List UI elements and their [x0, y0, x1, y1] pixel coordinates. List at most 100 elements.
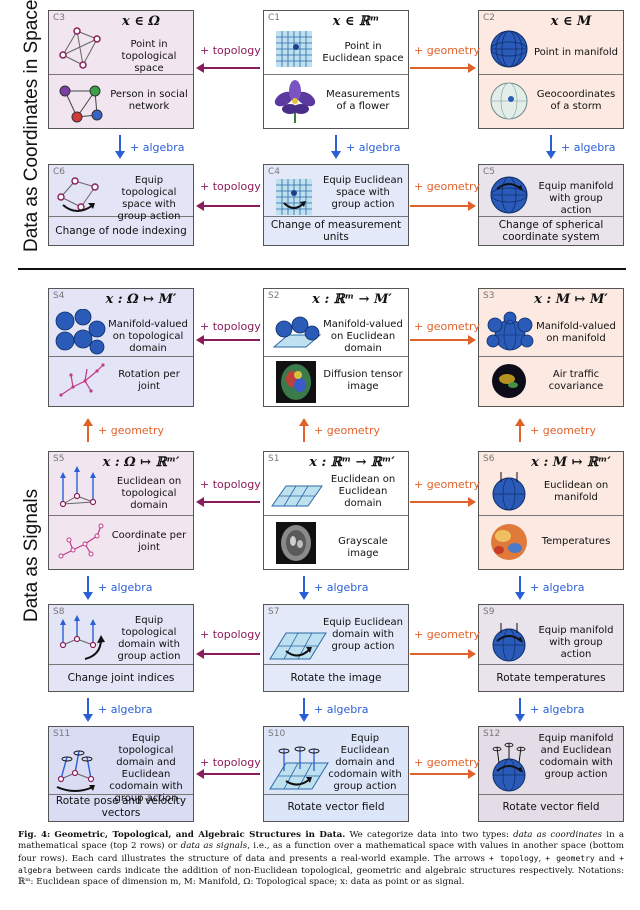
card-s11: S11 Equip topological domain and Euclide… [48, 726, 194, 822]
card-c3: C3 x ∈ Ω Point in topological space Pers… [48, 10, 194, 129]
card-id: S3 [483, 291, 495, 301]
card-description: Manifold-valued on Euclidean domain [323, 319, 403, 354]
card-s5: S5 x : Ω ↦ ℝᵐ′ Euclidean on topological … [48, 451, 194, 570]
manifold-cluster-icon [55, 309, 106, 355]
label-geometry: + geometry [314, 424, 381, 437]
card-id: S1 [268, 454, 280, 464]
card-id: C2 [483, 13, 496, 23]
label-algebra: + algebra [314, 581, 369, 594]
euclidean-plane-icon [271, 485, 323, 507]
card-s8: S8 Equip topological domain with group a… [48, 604, 194, 692]
topological-domain-action-icon [59, 615, 105, 660]
card-s6: S6 x : M ↦ ℝᵐ′ Euclidean on manifold Tem… [478, 451, 624, 570]
card-description: Manifold-valued on manifold [536, 321, 616, 344]
figure-caption: Fig. 4: Geometric, Topological, and Alge… [18, 830, 624, 888]
skeleton-joints-icon [59, 363, 105, 397]
label-algebra: + algebra [530, 581, 585, 594]
card-example: Geocoordinates of a storm [536, 89, 616, 112]
label-topology: + topology [200, 320, 261, 333]
card-id: C5 [483, 167, 496, 177]
topological-codomain-action-icon [56, 750, 95, 792]
card-id: S5 [53, 454, 65, 464]
card-id: S10 [268, 729, 286, 739]
caption-mono: + algebra [18, 853, 625, 875]
arrow-topology-s2-s4 [196, 335, 260, 345]
label-algebra: + algebra [346, 141, 401, 154]
card-c5: C5 Equip manifold with group action Chan… [478, 164, 624, 246]
arrow-geometry-s1-s6 [410, 497, 476, 507]
card-id: C4 [268, 167, 281, 177]
arrow-algebra-s9-s12 [515, 698, 525, 722]
card-c4: C4 Equip Euclidean space with group acti… [263, 164, 409, 246]
card-s3: S3 x : M ↦ M′ Manifold-valued on manifol… [478, 288, 624, 407]
arrow-topology-c1-c3 [196, 63, 260, 73]
label-algebra: + algebra [561, 141, 616, 154]
label-geometry: + geometry [414, 628, 481, 641]
card-bottom: Change of spherical coordinate system [498, 219, 604, 243]
card-math: x : Ω ↦ ℝᵐ′ [102, 455, 180, 470]
section-label-coordinates: Data as Coordinates in Space [21, 0, 42, 252]
card-math: x ∈ M [550, 14, 592, 29]
diffusion-tensor-image [276, 361, 316, 403]
label-geometry: + geometry [414, 180, 481, 193]
storm-globe-icon [490, 82, 528, 120]
card-id: S2 [268, 291, 280, 301]
card-example: Measurements of a flower [326, 89, 400, 112]
arrow-algebra-c1-c4 [331, 135, 341, 159]
topological-vector-icon [59, 466, 97, 508]
arrow-geometry-s5-s4 [83, 418, 93, 442]
label-geometry: + geometry [414, 478, 481, 491]
card-s1: S1 x : ℝᵐ → ℝᵐ′ Euclidean on Euclidean d… [263, 451, 409, 570]
card-math: x : M ↦ M′ [534, 292, 608, 307]
coordinate-skeleton-icon [58, 523, 104, 559]
card-math: x ∈ ℝᵐ [332, 14, 380, 29]
card-math: x : ℝᵐ → M′ [312, 292, 392, 307]
arrow-geometry-s7-s9 [410, 649, 476, 659]
card-bottom: Change of measurement units [270, 219, 402, 243]
card-description: Equip Euclidean domain with group action [323, 617, 403, 652]
card-description: Euclidean on topological domain [116, 476, 182, 511]
temperature-globe-icon [491, 524, 527, 560]
label-algebra: + algebra [530, 703, 585, 716]
caption-text: , [538, 853, 542, 864]
topological-group-action-icon [57, 177, 99, 212]
card-bottom: Rotate vector field [502, 801, 600, 813]
card-s7: S7 Equip Euclidean domain with group act… [263, 604, 409, 692]
card-example: Air traffic covariance [548, 369, 604, 392]
caption-text: We categorize data into two types: [349, 830, 509, 840]
caption-term: data as signals [180, 841, 248, 852]
card-s12: S12 Equip manifold and Euclidean codomai… [478, 726, 624, 822]
arrow-algebra-s1-s7 [299, 576, 309, 600]
caption-mono: + topology [489, 853, 539, 863]
arrow-geometry-s2-s3 [410, 335, 476, 345]
card-example: Coordinate per joint [111, 530, 187, 553]
card-example: Grayscale image [338, 536, 388, 559]
card-description: Equip manifold and Euclidean codomain wi… [538, 733, 614, 780]
card-description: Equip manifold with group action [538, 181, 614, 216]
card-description: Euclidean on manifold [543, 480, 609, 503]
card-s9: S9 Equip manifold with group action Rota… [478, 604, 624, 692]
card-id: S8 [53, 607, 65, 617]
card-id: C3 [53, 13, 66, 23]
card-c2: C2 x ∈ M Point in manifold Geocoordinate… [478, 10, 624, 129]
card-description: Euclidean on Euclidean domain [330, 474, 396, 509]
euclidean-domain-action-icon [269, 632, 327, 660]
card-example: Person in social network [110, 89, 188, 112]
arrow-geometry-c4-c5 [410, 201, 476, 211]
label-topology: + topology [200, 756, 261, 769]
topological-graph-icon [59, 27, 101, 69]
caption-title: Geometric, Topological, and Algebraic St… [54, 830, 346, 840]
caption-text: , i.e., as a function over a mathematica… [18, 841, 625, 864]
card-description: Equip Euclidean domain and codomain with… [328, 733, 402, 792]
arrow-topology-s1-s5 [196, 497, 260, 507]
manifold-codomain-action-icon [492, 742, 526, 792]
arrow-geometry-s1-s2 [299, 418, 309, 442]
euclidean-grid-icon [276, 31, 312, 67]
label-algebra: + algebra [98, 581, 153, 594]
arrow-topology-c4-c6 [196, 201, 260, 211]
card-bottom: Rotate the image [290, 672, 382, 684]
card-description: Equip Euclidean space with group action [323, 175, 403, 210]
arrow-topology-s7-s8 [196, 649, 260, 659]
card-id: C6 [53, 167, 66, 177]
grayscale-brain-image [276, 522, 316, 564]
